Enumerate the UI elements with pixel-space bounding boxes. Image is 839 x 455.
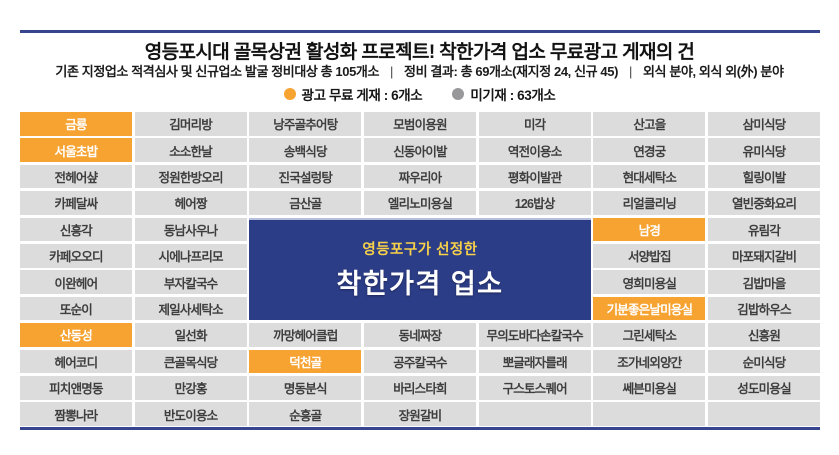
business-cell: 만강홍 — [134, 375, 247, 400]
business-cell: 유미식당 — [708, 138, 820, 162]
empty-cell — [478, 402, 591, 426]
subtitle-separator: | — [629, 64, 632, 79]
legend-item-not-listed: 미기재 : 63개소 — [452, 84, 556, 104]
business-cell: 리얼클리닝 — [593, 191, 706, 215]
top-divider — [20, 30, 820, 33]
business-cell: 영희미용실 — [593, 270, 706, 294]
business-cell: 미각 — [478, 112, 591, 136]
business-cell: 무의도바다손칼국수 — [478, 323, 591, 347]
business-cell: 피치앤명동 — [20, 375, 132, 400]
business-cell: 카페달싸 — [20, 191, 132, 215]
business-cell: 부자칼국수 — [134, 270, 247, 294]
business-grid: 영등포구가 선정한 착한가격 업소 금룡 김머리방 낭주골추어탕 모범이용원 미각 산고을… — [20, 112, 820, 426]
business-cell: 평화이발관 — [478, 164, 591, 189]
gray-dot-icon — [452, 88, 465, 100]
banner-subtitle: 영등포구가 선정한 — [362, 242, 478, 259]
business-cell: 공주칼국수 — [364, 349, 476, 374]
business-cell: 성도미용실 — [708, 375, 820, 400]
subtitle: 기존 지정업소 적격심사 및 신규업소 발굴 정비대상 총 105개소 | 정비 결… — [0, 61, 839, 80]
business-cell: 그린세탁소 — [593, 323, 706, 347]
business-cell: 현대세탁소 — [593, 164, 706, 189]
business-cell: 일선화 — [134, 323, 247, 347]
business-cell: 반도이용소 — [134, 402, 247, 426]
business-cell: 김밥하우스 — [708, 296, 820, 321]
legend-featured-label: 광고 무료 게재 : 6개소 — [301, 88, 423, 103]
business-cell: 열빈중화요리 — [708, 191, 820, 215]
empty-cell — [593, 402, 706, 426]
business-cell: 뽀글래자를래 — [478, 349, 591, 374]
business-cell-featured: 덕천골 — [249, 349, 362, 374]
business-cell: 연경궁 — [593, 138, 706, 162]
business-cell: 김머리방 — [134, 112, 247, 136]
business-cell: 큰골목식당 — [134, 349, 247, 374]
business-cell-featured: 금룡 — [20, 112, 132, 136]
business-cell: 동남사우나 — [134, 217, 247, 242]
business-cell: 순흥골 — [249, 402, 362, 426]
business-cell: 헤어짱 — [134, 191, 247, 215]
legend-not-listed-label: 미기재 : 63개소 — [470, 88, 556, 103]
business-cell: 신흥원 — [708, 323, 820, 347]
business-cell: 송백식당 — [249, 138, 362, 162]
business-cell: 신흥각 — [20, 217, 132, 242]
business-cell-featured: 남경 — [593, 217, 706, 242]
business-cell: 산고을 — [593, 112, 706, 136]
subtitle-part-2: 정비 결과: 총 69개소(재지정 24, 신규 45) — [404, 64, 619, 79]
subtitle-part-1: 기존 지정업소 적격심사 및 신규업소 발굴 정비대상 총 105개소 — [55, 64, 380, 79]
business-cell: 삼미식당 — [708, 112, 820, 136]
business-cell: 모범이용원 — [364, 112, 476, 136]
business-cell: 진국설렁탕 — [249, 164, 362, 189]
business-cell: 전헤어샾 — [20, 164, 132, 189]
legend-item-featured: 광고 무료 게재 : 6개소 — [283, 84, 423, 104]
business-cell: 짜우리아 — [364, 164, 476, 189]
business-cell: 역전이용소 — [478, 138, 591, 162]
business-cell: 순미식당 — [708, 349, 820, 374]
legend: 광고 무료 게재 : 6개소 미기재 : 63개소 — [0, 84, 839, 104]
business-cell: 정원한방오리 — [134, 164, 247, 189]
business-cell: 제일사세탁소 — [134, 296, 247, 321]
page-title: 영등포시대 골목상권 활성화 프로젝트! 착한가격 업소 무료광고 게재의 건 — [144, 42, 695, 63]
business-cell: 마포돼지갈비 — [708, 243, 820, 268]
subtitle-separator: | — [390, 64, 394, 79]
business-cell: 짬뽕나라 — [20, 402, 132, 426]
business-cell: 유림각 — [708, 217, 820, 242]
business-cell: 이완헤어 — [20, 270, 132, 294]
business-cell: 장원갈비 — [364, 402, 476, 426]
orange-dot-icon — [283, 88, 296, 100]
business-cell: 엘리노미용실 — [364, 191, 476, 215]
business-cell: 바리스타희 — [364, 375, 476, 400]
business-cell: 힐링이발 — [708, 164, 820, 189]
business-cell: 까망헤어클럽 — [249, 323, 362, 347]
bottom-divider — [20, 427, 820, 430]
business-cell: 금산골 — [249, 191, 362, 215]
banner-title: 착한가격 업소 — [336, 269, 504, 300]
business-cell: 동네짜장 — [364, 323, 476, 347]
subtitle-part-3: 외식 분야, 외식 외(外) 분야 — [643, 64, 784, 79]
business-cell: 신동아이발 — [364, 138, 476, 162]
business-cell-featured: 산동성 — [20, 323, 132, 347]
business-cell: 낭주골추어탕 — [249, 112, 362, 136]
business-cell: 시에나프리모 — [134, 243, 247, 268]
business-cell-featured: 기분좋은날미용실 — [593, 296, 706, 321]
empty-cell — [708, 402, 820, 426]
business-cell: 김밥마을 — [708, 270, 820, 294]
business-cell: 쎄븐미용실 — [593, 375, 706, 400]
business-cell: 소소한날 — [134, 138, 247, 162]
business-cell: 또순이 — [20, 296, 132, 321]
business-cell: 카페오오디 — [20, 243, 132, 268]
business-cell: 126밥상 — [478, 191, 591, 215]
business-cell: 조가네외양간 — [593, 349, 706, 374]
business-cell: 헤어코디 — [20, 349, 132, 374]
business-cell: 서양밥집 — [593, 243, 706, 268]
business-cell: 구스토스퀘어 — [478, 375, 591, 400]
banner: 영등포구가 선정한 착한가격 업소 — [249, 217, 591, 321]
business-cell-featured: 서울초밥 — [20, 138, 132, 162]
business-cell: 명동분식 — [249, 375, 362, 400]
